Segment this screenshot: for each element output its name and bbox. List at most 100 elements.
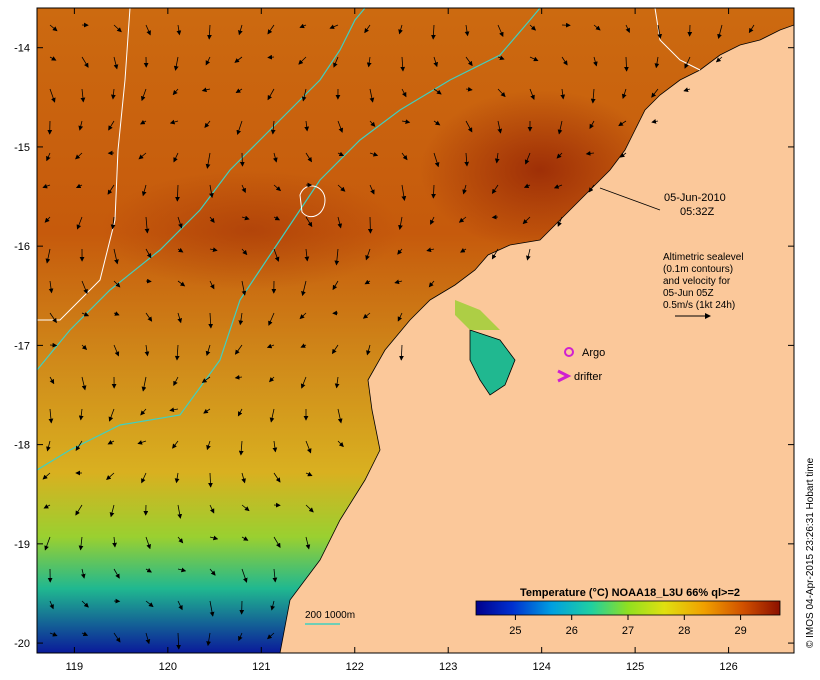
velocity-arrow — [401, 184, 407, 202]
velocity-arrow — [334, 376, 340, 389]
velocity-arrow — [272, 568, 278, 583]
velocity-arrow — [305, 152, 312, 163]
velocity-arrow — [401, 88, 407, 98]
lat-tick-label: -20 — [14, 638, 30, 650]
velocity-arrow — [300, 376, 307, 389]
velocity-arrow — [76, 216, 83, 230]
velocity-arrow — [329, 24, 339, 29]
velocity-arrow — [145, 248, 152, 259]
velocity-arrow — [497, 55, 505, 61]
velocity-arrow — [304, 248, 310, 262]
velocity-arrow — [625, 24, 630, 33]
velocity-arrow — [267, 24, 275, 35]
legend-line: (0.1m contours) — [663, 264, 733, 275]
velocity-arrow — [465, 56, 473, 67]
velocity-arrow — [588, 184, 595, 193]
velocity-arrow — [557, 120, 563, 135]
velocity-arrow — [593, 56, 598, 67]
velocity-arrow — [145, 632, 151, 645]
velocity-arrow — [299, 312, 307, 320]
lat-tick-label: -16 — [14, 241, 30, 253]
velocity-arrow — [273, 472, 281, 483]
colorbar-tick-label: 28 — [678, 625, 690, 637]
velocity-arrow — [49, 56, 57, 61]
velocity-arrow — [717, 24, 723, 40]
velocity-arrow — [237, 408, 243, 417]
velocity-arrow — [529, 88, 535, 100]
velocity-arrow — [401, 152, 408, 161]
velocity-arrow — [81, 600, 89, 608]
velocity-arrow — [110, 88, 116, 100]
velocity-arrow — [433, 88, 442, 95]
velocity-arrow — [657, 24, 663, 39]
velocity-arrow — [106, 472, 115, 481]
velocity-arrow — [433, 152, 440, 168]
velocity-arrow — [172, 440, 179, 449]
lon-tick-label: 126 — [719, 661, 737, 673]
date-label: 05-Jun-2010 — [664, 192, 726, 204]
velocity-arrow — [465, 86, 473, 92]
velocity-arrow — [78, 536, 84, 551]
velocity-arrow — [431, 184, 436, 199]
sealevel-contour — [654, 8, 701, 71]
velocity-arrow — [206, 440, 211, 451]
velocity-arrow — [75, 152, 83, 160]
velocity-arrow — [397, 312, 403, 322]
velocity-arrow — [113, 56, 119, 70]
velocity-arrow — [49, 24, 58, 32]
drifter-marker — [557, 369, 572, 383]
credit-text: © IMOS 04-Apr-2015 23:26:31 Hobart time — [805, 457, 816, 648]
velocity-arrow — [108, 408, 115, 422]
velocity-arrow — [238, 24, 243, 36]
velocity-arrow — [235, 88, 243, 93]
velocity-field — [42, 22, 755, 650]
velocity-arrow — [177, 567, 187, 573]
argo-label: Argo — [582, 347, 605, 359]
velocity-arrow — [49, 376, 55, 385]
velocity-arrow — [369, 88, 375, 103]
velocity-arrow — [398, 216, 403, 230]
velocity-arrow — [337, 184, 346, 192]
velocity-arrow — [305, 471, 313, 477]
velocity-arrow — [273, 536, 281, 549]
velocity-arrow — [75, 440, 83, 451]
velocity-arrow — [169, 407, 179, 413]
velocity-arrow — [145, 278, 152, 284]
velocity-arrow — [113, 344, 120, 357]
velocity-arrow — [238, 632, 243, 642]
velocity-arrow — [433, 56, 439, 68]
velocity-arrow — [369, 184, 375, 195]
axis-ticks: 119 120 121 122 123 124 125 126 -14 -15 -16 -17 -18 -… — [14, 8, 794, 673]
velocity-arrow — [241, 184, 246, 194]
gulf-inlet — [469, 329, 516, 396]
velocity-arrow — [553, 184, 563, 189]
velocity-arrow — [305, 504, 314, 513]
velocity-arrow — [49, 632, 58, 637]
velocity-arrow — [141, 376, 147, 392]
velocity-legend: Altimetric sealevel (0.1m contours) and … — [663, 252, 744, 319]
velocity-arrow — [241, 504, 250, 512]
velocity-arrow — [175, 184, 180, 202]
velocity-arrow — [176, 632, 182, 650]
lat-tick-label: -18 — [14, 440, 30, 452]
velocity-arrow — [234, 344, 243, 355]
velocity-arrow — [241, 472, 246, 484]
velocity-arrow — [464, 24, 470, 37]
velocity-arrow — [46, 152, 51, 162]
time-label: 05:32Z — [680, 206, 715, 218]
velocity-arrow — [172, 88, 179, 96]
velocity-arrow — [48, 280, 54, 294]
legend-line: 05-Jun 05Z — [663, 288, 714, 299]
velocity-arrow — [173, 152, 179, 163]
coastal-green — [455, 300, 500, 330]
velocity-arrow — [304, 120, 310, 132]
velocity-arrow — [491, 248, 499, 260]
velocity-arrow — [80, 568, 86, 579]
velocity-arrow — [109, 504, 115, 518]
velocity-arrow — [176, 24, 182, 36]
velocity-arrow — [169, 119, 179, 125]
velocity-arrow — [203, 408, 211, 414]
velocity-arrow — [593, 24, 601, 31]
velocity-arrow — [337, 408, 343, 424]
velocity-arrow — [49, 600, 54, 610]
